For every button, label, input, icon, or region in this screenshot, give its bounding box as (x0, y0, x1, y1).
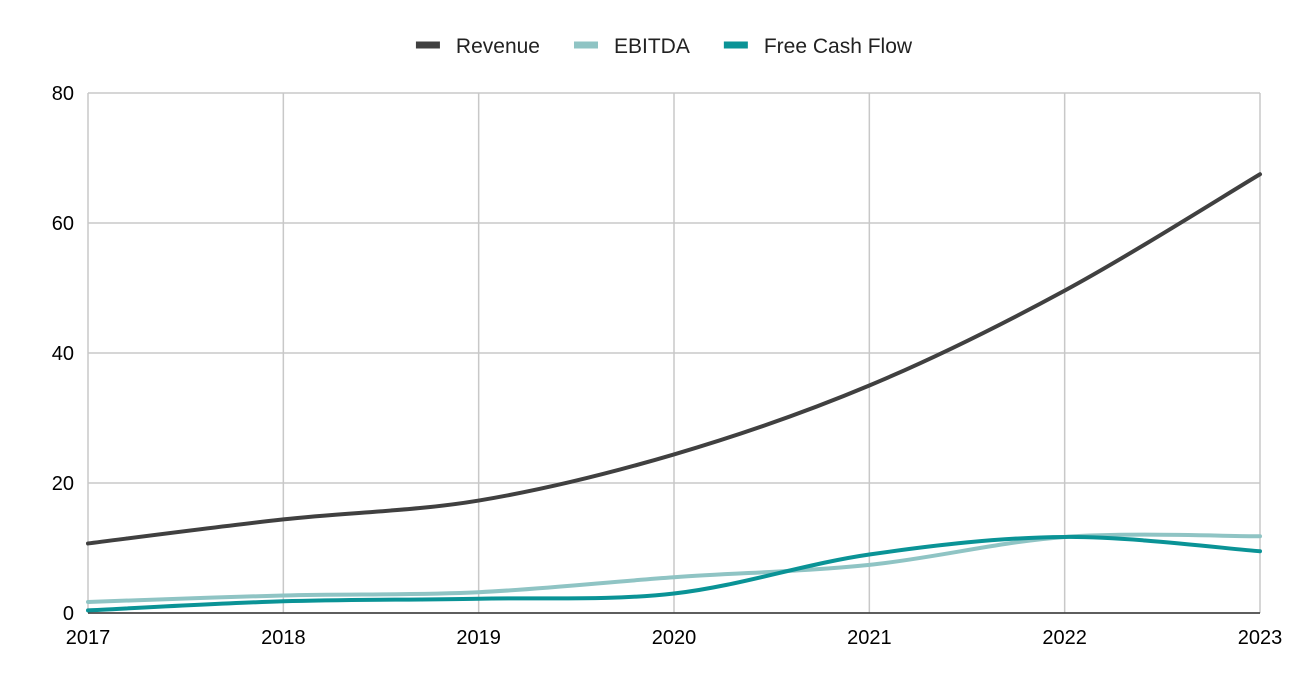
series-line-free-cash-flow (86, 534, 1262, 613)
x-axis-ticks: 2017 2018 2019 2020 2021 2022 2023 (66, 627, 1283, 649)
x-tick-label: 2023 (1238, 627, 1283, 649)
legend-label-revenue: Revenue (456, 35, 540, 58)
y-tick-label: 80 (52, 83, 74, 105)
x-tick-label: 2022 (1042, 627, 1087, 649)
legend-item-free-cash-flow: Free Cash Flow (723, 35, 913, 58)
legend-item-revenue: Revenue (415, 35, 540, 58)
legend-item-ebitda: EBITDA (573, 35, 690, 58)
x-tick-label: 2019 (456, 627, 501, 649)
x-tick-label: 2021 (847, 627, 892, 649)
y-tick-label: 0 (63, 603, 74, 625)
series-line-revenue (86, 172, 1262, 546)
y-tick-label: 60 (52, 213, 74, 235)
x-tick-label: 2018 (261, 627, 306, 649)
x-tick-label: 2020 (652, 627, 697, 649)
series-layer (86, 172, 1262, 613)
y-tick-label: 20 (52, 473, 74, 495)
legend: Revenue EBITDA Free Cash Flow (415, 35, 913, 58)
legend-label-free-cash-flow: Free Cash Flow (764, 35, 913, 58)
x-tick-label: 2017 (66, 627, 111, 649)
grid (87, 92, 1261, 614)
legend-label-ebitda: EBITDA (614, 35, 690, 58)
y-axis-ticks: 0 20 40 60 80 (52, 83, 74, 625)
y-tick-label: 40 (52, 343, 74, 365)
